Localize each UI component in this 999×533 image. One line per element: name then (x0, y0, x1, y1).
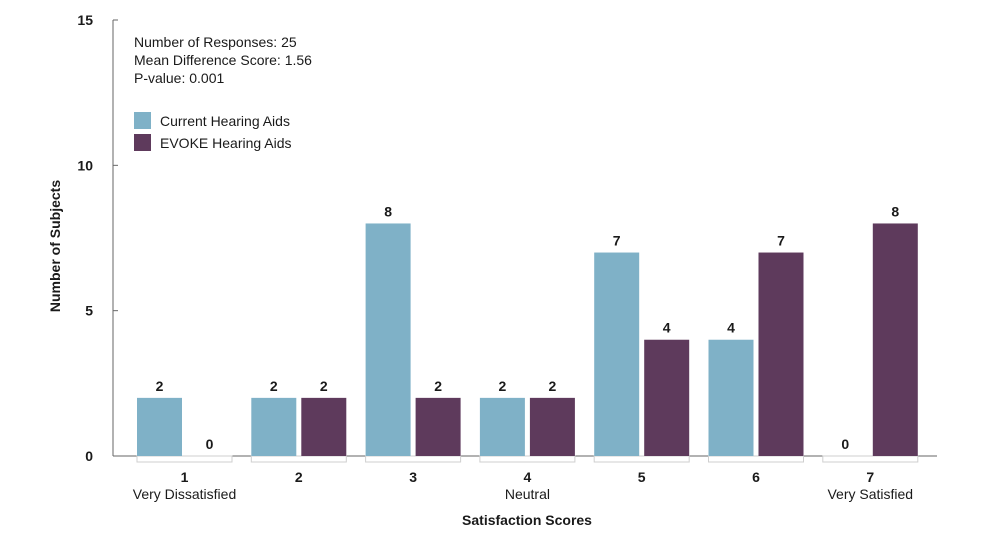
bar-current-5 (594, 252, 640, 456)
category-frame (365, 455, 462, 463)
stats-annotation: Number of Responses: 25 Mean Difference … (134, 33, 312, 87)
data-label: 2 (499, 378, 507, 394)
bar-evoke-7 (872, 223, 918, 456)
category-frame (822, 455, 919, 463)
data-label: 8 (891, 203, 899, 219)
bar-current-4 (479, 397, 525, 456)
category-frame (136, 455, 233, 463)
legend-item-current: Current Hearing Aids (134, 111, 292, 130)
bars: 2 0 2 2 8 2 2 2 7 4 4 7 0 8 (136, 203, 919, 463)
legend-label-current: Current Hearing Aids (160, 112, 290, 129)
data-label: 2 (549, 378, 557, 394)
bar-current-2 (251, 397, 297, 456)
x-tick-label: 7 (866, 469, 874, 485)
bar-evoke-2 (301, 397, 347, 456)
p-value: P-value: 0.001 (134, 70, 225, 86)
y-tick-label: 15 (77, 12, 93, 28)
bar-current-3 (365, 223, 411, 456)
category-frame (250, 455, 347, 463)
mean-difference: Mean Difference Score: 1.56 (134, 52, 312, 68)
x-tick-sublabel: Neutral (505, 486, 550, 502)
bar-evoke-6 (758, 252, 804, 456)
data-label: 7 (777, 233, 785, 249)
data-label: 2 (156, 378, 164, 394)
legend-label-evoke: EVOKE Hearing Aids (160, 134, 292, 151)
category-frame (593, 455, 690, 463)
x-tick-label: 4 (524, 469, 532, 485)
category-frame (479, 455, 576, 463)
bar-current-6 (708, 339, 754, 456)
bar-evoke-4 (529, 397, 575, 456)
x-tick-sublabel: Very Satisfied (827, 486, 913, 502)
y-tick-label: 10 (77, 157, 93, 173)
y-tick-label: 5 (85, 303, 93, 319)
y-axis-title: Number of Subjects (47, 180, 63, 312)
x-tick-label: 6 (752, 469, 760, 485)
data-label: 2 (270, 378, 278, 394)
x-tick-label: 3 (409, 469, 417, 485)
responses-count: Number of Responses: 25 (134, 34, 297, 50)
data-label: 0 (206, 436, 214, 452)
data-label: 4 (727, 320, 735, 336)
legend-swatch-current (134, 112, 151, 129)
legend-item-evoke: EVOKE Hearing Aids (134, 133, 292, 152)
bar-current-1 (137, 397, 182, 456)
x-axis-title: Satisfaction Scores (462, 512, 592, 528)
x-tick-label: 5 (638, 469, 646, 485)
legend: Current Hearing Aids EVOKE Hearing Aids (134, 111, 292, 155)
data-label: 2 (434, 378, 442, 394)
data-label: 7 (613, 233, 621, 249)
legend-swatch-evoke (134, 134, 151, 151)
data-label: 2 (320, 378, 328, 394)
y-tick-label: 0 (85, 448, 93, 464)
data-label: 8 (384, 203, 392, 219)
bar-evoke-3 (415, 397, 461, 456)
x-tick-sublabel: Very Dissatisfied (133, 486, 236, 502)
bar-evoke-5 (644, 339, 690, 456)
x-tick-label: 1 (181, 469, 189, 485)
data-label: 4 (663, 320, 671, 336)
category-frame (708, 455, 804, 463)
y-axis: 0 5 10 15 (77, 12, 118, 464)
x-tick-label: 2 (295, 469, 303, 485)
data-label: 0 (841, 436, 849, 452)
